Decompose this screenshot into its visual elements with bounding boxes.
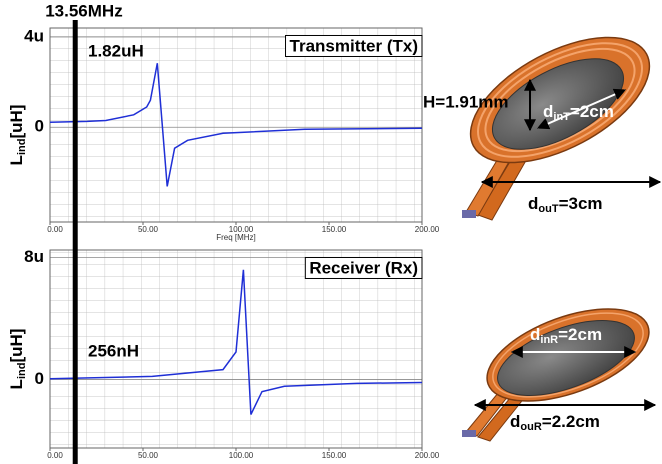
annotation: 256nH [88,341,139,360]
x-axis-label: Freq [MHz] [216,233,256,242]
x-tick-label: 150.00 [322,451,347,460]
x-tick-label: 100.00 [229,451,254,460]
chart-title: Transmitter (Tx) [290,36,418,55]
y-axis-label-part: L [7,155,26,165]
figure: 0 4u 0.00 50.00 100.00 150.00 200.00 Freq [MHz]… [0,0,662,464]
y-tick-label: 8u [24,247,44,266]
x-tick-label: 50.00 [138,451,159,460]
x-tick-label: 200.00 [415,451,440,460]
chart-title: Receiver (Rx) [309,258,418,277]
y-axis-label-part: [uH] [7,105,26,139]
y-axis-label-part: L [7,379,26,389]
marker-label: 13.56MHz [45,1,122,20]
annotation: 1.82uH [88,41,144,60]
y-axis-label-part: [uH] [7,329,26,363]
dout-tx-label: douT=3cm [528,194,603,214]
x-tick-label: 150.00 [322,225,347,234]
y-axis-label: Lind[uH] [7,329,27,390]
x-tick-label: 0.00 [47,225,63,234]
dout-rx-label: douR=2.2cm [510,412,600,432]
tx-coil: H=1.91mm dinT=2cm douT=3cm [423,12,662,220]
rx-coil: dinR=2cm douR=2.2cm [462,290,661,441]
y-axis-label: Lind[uH] [7,105,27,166]
y-tick-label: 0 [35,369,44,388]
x-tick-label: 50.00 [138,225,159,234]
x-tick-label: 0.00 [47,451,63,460]
y-tick-label: 0 [35,117,44,136]
y-tick-label: 4u [24,27,44,46]
height-label: H=1.91mm [423,92,509,111]
y-axis-label-part: ind [16,139,28,156]
charts: 0 4u 0.00 50.00 100.00 150.00 200.00 Freq [MHz]… [7,1,439,464]
y-axis-label-part: ind [16,363,28,380]
x-tick-label: 200.00 [415,225,440,234]
